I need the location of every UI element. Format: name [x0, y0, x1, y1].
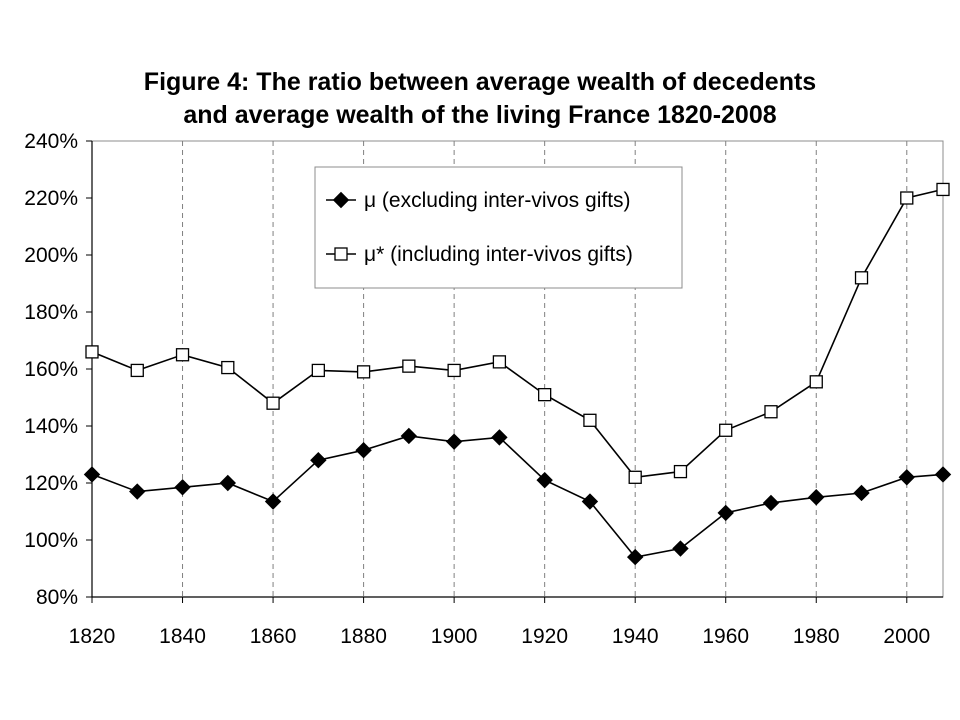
data-point — [447, 363, 461, 378]
y-tick-label: 120% — [24, 472, 78, 495]
y-tick-labels: 80% 100% 120% 140% 160% 180% 200% 220% 240% — [24, 130, 92, 609]
data-point — [719, 423, 733, 437]
data-point — [311, 363, 325, 378]
data-point — [492, 355, 507, 369]
data-point — [762, 494, 780, 512]
y-tick-label: 80% — [36, 586, 78, 609]
data-point — [672, 540, 689, 557]
data-point — [626, 548, 644, 566]
y-tick-label: 140% — [24, 415, 78, 438]
series-line — [91, 435, 944, 558]
data-point — [898, 469, 915, 486]
data-point — [400, 427, 418, 445]
chart-title-line-2: and average wealth of the living France … — [183, 101, 777, 129]
data-point — [934, 466, 952, 483]
legend: μ (excluding inter-vivos gifts) μ* (inclu… — [314, 166, 683, 289]
data-point — [85, 345, 99, 359]
data-point — [900, 191, 914, 205]
legend-marker — [334, 247, 348, 261]
x-tick-label: 1940 — [612, 625, 659, 648]
data-point — [402, 359, 416, 373]
data-point — [445, 433, 463, 450]
data-point — [628, 470, 642, 484]
x-tick-label: 1820 — [69, 625, 116, 648]
legend-entry-mu: μ (excluding inter-vivos gifts) — [326, 189, 631, 212]
series-layer — [83, 182, 952, 566]
series-mu — [83, 427, 952, 566]
x-tick-label: 1840 — [159, 625, 206, 648]
legend-entry-mu-star: μ* (including inter-vivos gifts) — [326, 243, 633, 266]
data-point — [266, 396, 280, 410]
series-line — [91, 188, 944, 479]
series-mu-star — [85, 182, 950, 484]
data-point — [809, 375, 823, 389]
data-point — [854, 271, 869, 285]
data-point — [130, 363, 144, 378]
data-point — [491, 429, 508, 446]
data-point — [356, 365, 371, 379]
data-point — [129, 483, 146, 500]
y-tick-label: 200% — [24, 244, 78, 267]
x-tick-label: 2000 — [883, 625, 930, 648]
data-point — [936, 182, 950, 197]
data-point — [264, 493, 282, 510]
data-point — [83, 466, 101, 483]
y-tick-label: 160% — [24, 358, 78, 381]
legend-label: μ* (including inter-vivos gifts) — [364, 243, 633, 266]
data-point — [174, 479, 191, 496]
data-point — [764, 405, 778, 419]
y-tick-label: 220% — [24, 187, 78, 210]
data-point — [355, 442, 372, 459]
data-point — [717, 504, 734, 522]
legend-marker — [332, 191, 350, 209]
chart-title-line-1: Figure 4: The ratio between average weal… — [143, 68, 817, 96]
data-point — [583, 413, 597, 427]
x-tick-label: 1880 — [340, 625, 387, 648]
data-point — [581, 493, 599, 510]
data-point — [175, 348, 190, 362]
data-point — [853, 484, 870, 502]
data-point — [808, 489, 825, 506]
x-tick-label: 1900 — [431, 625, 478, 648]
data-point — [536, 471, 553, 489]
data-point — [310, 451, 327, 469]
y-tick-label: 180% — [24, 301, 78, 324]
x-tick-label: 1960 — [702, 625, 749, 648]
x-tick-labels: 1820 1840 1860 1880 1900 1920 1940 1960 1980 2000 — [69, 597, 930, 648]
data-point — [538, 387, 552, 402]
legend-box — [314, 166, 683, 289]
x-tick-label: 1980 — [793, 625, 840, 648]
data-point — [219, 474, 237, 492]
legend-label: μ (excluding inter-vivos gifts) — [364, 189, 631, 212]
x-tick-label: 1920 — [521, 625, 568, 648]
data-point — [673, 464, 688, 479]
data-point — [221, 360, 235, 375]
y-tick-label: 100% — [24, 529, 78, 552]
x-tick-label: 1860 — [250, 625, 297, 648]
y-tick-label: 240% — [24, 130, 78, 153]
